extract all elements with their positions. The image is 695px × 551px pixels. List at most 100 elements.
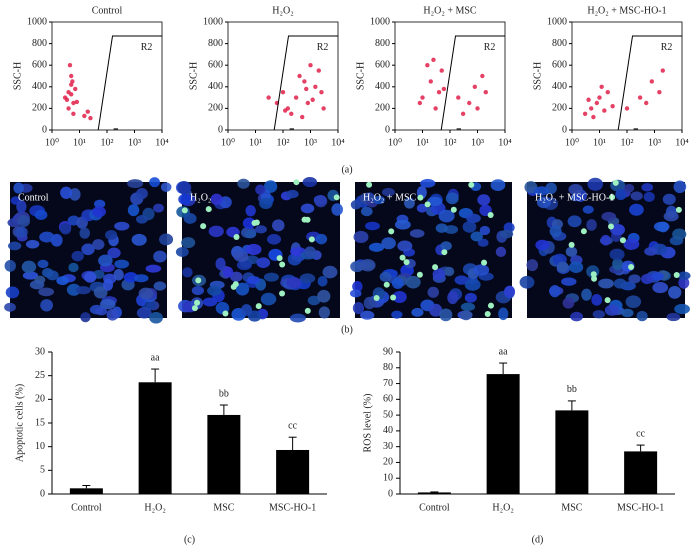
y-tick-label: 1000 [203, 16, 223, 27]
nucleus [674, 303, 690, 315]
nucleus [244, 229, 257, 239]
nucleus [397, 240, 413, 252]
point [289, 111, 294, 117]
nucleus [641, 183, 654, 192]
y-tick-label: 60 [383, 394, 393, 405]
significance-label: cc [636, 428, 645, 439]
nucleus [636, 310, 648, 322]
point [266, 95, 271, 100]
point [431, 57, 436, 62]
x-tick-label: 10² [101, 137, 114, 148]
nucleus [286, 276, 302, 289]
point [483, 90, 488, 95]
nucleus [242, 217, 256, 229]
point [319, 90, 324, 95]
nucleus [454, 275, 469, 285]
nucleus [71, 250, 84, 262]
nucleus [462, 221, 477, 233]
significance-label: aa [151, 352, 160, 363]
nucleus [123, 272, 138, 283]
point [74, 99, 80, 105]
nucleus [460, 302, 476, 312]
nucleus [591, 294, 603, 306]
point [460, 111, 466, 117]
y-tick-label: 0 [40, 488, 45, 499]
nucleus [215, 257, 226, 271]
stained-nucleus [487, 211, 494, 218]
nucleus [25, 239, 40, 249]
y-tick-label: 70 [383, 378, 393, 389]
nucleus [444, 266, 455, 277]
nucleus [40, 299, 53, 312]
micrograph: H₂O₂ + MSC [349, 178, 516, 322]
stained-nucleus [403, 259, 410, 266]
nucleus [666, 312, 681, 322]
nucleus [7, 241, 22, 251]
nucleus [246, 243, 262, 256]
y-tick-label: 20 [35, 394, 45, 405]
stained-nucleus [416, 271, 423, 278]
nucleus [208, 225, 224, 238]
nucleus [182, 267, 193, 278]
nucleus [567, 215, 582, 228]
nucleus [159, 233, 174, 246]
nucleus [13, 182, 24, 194]
nucleus [668, 286, 682, 299]
nucleus [317, 289, 331, 303]
nucleus [561, 277, 577, 286]
nucleus [568, 261, 584, 273]
x-tick-label: 10⁴ [675, 137, 689, 148]
x-tick-label: 10³ [304, 137, 317, 148]
y-tick-label: 200 [375, 103, 390, 114]
nucleus [623, 183, 635, 193]
nucleus [92, 239, 105, 250]
y-tick-label: 1000 [27, 16, 47, 27]
nucleus [526, 259, 539, 272]
point [428, 79, 433, 84]
nucleus [420, 178, 436, 188]
nucleus [75, 286, 91, 295]
nucleus [630, 191, 643, 201]
point [582, 111, 588, 117]
panel-caption: (d) [532, 534, 544, 545]
y-tick-label: 400 [375, 81, 390, 92]
gate-label: R2 [484, 42, 496, 53]
nucleus [600, 234, 611, 246]
nucleus [643, 191, 655, 202]
x-tick-label: MSC [213, 502, 234, 513]
x-tick-label: H₂O₂ [144, 502, 165, 513]
stained-nucleus [607, 223, 614, 230]
nucleus [247, 275, 261, 285]
significance-label: cc [288, 420, 297, 431]
point [280, 90, 286, 95]
nucleus [127, 204, 140, 217]
stained-nucleus [484, 310, 491, 317]
nucleus [17, 215, 31, 228]
nucleus [353, 230, 369, 243]
stained-nucleus [619, 237, 626, 244]
y-tick-label: 50 [383, 409, 393, 420]
nucleus [41, 267, 54, 278]
panel-caption: (c) [184, 534, 195, 545]
nucleus [299, 273, 316, 284]
micrograph: H₂O₂ [175, 177, 343, 323]
nucleus [56, 276, 69, 286]
point [313, 84, 318, 90]
point [657, 90, 662, 95]
nucleus [318, 306, 330, 319]
y-tick-label: 800 [208, 38, 223, 49]
nucleus [177, 181, 192, 194]
nucleus [447, 291, 459, 305]
micrograph-label: H₂O₂ [190, 192, 211, 203]
nucleus [153, 281, 167, 291]
y-tick-label: 600 [552, 59, 567, 70]
nucleus [247, 310, 262, 322]
gate [617, 35, 682, 131]
point [602, 108, 607, 113]
nucleus [582, 205, 594, 214]
x-tick-label: Control [71, 502, 102, 513]
point [282, 108, 288, 113]
nucleus [352, 281, 363, 293]
nucleus [405, 275, 421, 289]
nucleus [473, 264, 490, 276]
